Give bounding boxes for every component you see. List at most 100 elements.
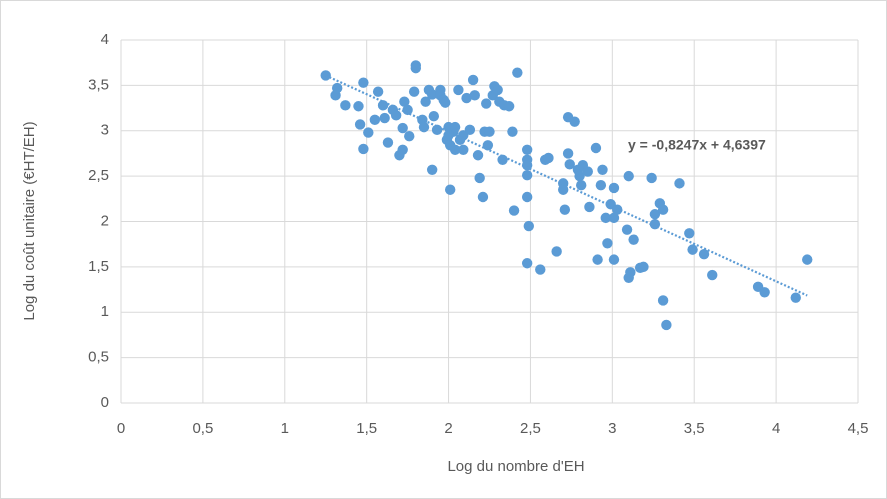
- trendline-label: y = -0,8247x + 4,6397: [628, 137, 766, 153]
- point: [484, 126, 495, 137]
- point: [379, 112, 390, 124]
- y-tick-label: 3,5: [88, 76, 109, 93]
- point: [608, 182, 620, 194]
- point: [340, 100, 351, 111]
- y-tick-label: 1,5: [88, 258, 109, 275]
- point: [428, 111, 440, 122]
- point: [657, 204, 669, 215]
- point: [551, 246, 562, 257]
- point: [521, 191, 533, 203]
- point: [431, 124, 443, 136]
- y-tick-label: 3: [101, 122, 109, 139]
- point: [449, 121, 461, 133]
- point: [625, 267, 636, 278]
- point: [443, 130, 454, 141]
- point: [461, 92, 472, 104]
- point: [628, 234, 639, 245]
- point: [535, 264, 546, 275]
- point: [354, 119, 366, 130]
- point: [453, 84, 464, 96]
- point: [521, 160, 533, 171]
- point: [661, 319, 672, 331]
- point: [397, 144, 408, 156]
- x-tick-label: 4: [772, 420, 780, 437]
- point: [559, 204, 571, 215]
- point: [497, 154, 508, 165]
- point: [759, 287, 770, 298]
- y-axis-label: Log du coût unitaire (€HT/EH): [21, 121, 38, 320]
- point: [562, 148, 574, 159]
- point: [508, 205, 520, 216]
- point: [646, 172, 657, 184]
- point: [464, 124, 476, 136]
- point: [482, 140, 494, 151]
- point: [590, 142, 602, 154]
- y-tick-label: 4: [101, 31, 109, 48]
- x-tick-label: 3: [608, 420, 616, 437]
- point: [802, 254, 813, 265]
- point: [399, 96, 410, 107]
- point: [397, 122, 408, 134]
- x-tick-label: 2: [444, 420, 452, 437]
- point: [467, 74, 479, 86]
- point: [390, 110, 402, 121]
- point: [698, 248, 710, 260]
- point: [621, 224, 633, 235]
- x-tick-label: 4,5: [848, 420, 869, 437]
- point: [543, 152, 554, 164]
- point: [410, 62, 421, 74]
- point: [481, 98, 492, 109]
- point: [320, 70, 331, 81]
- point: [576, 180, 587, 191]
- point: [408, 86, 420, 97]
- point: [512, 67, 523, 78]
- point: [684, 228, 695, 239]
- point: [503, 101, 515, 112]
- point: [358, 143, 369, 155]
- point: [592, 254, 603, 265]
- point: [426, 89, 438, 100]
- point: [472, 150, 484, 161]
- trendline: [325, 74, 808, 297]
- point: [469, 90, 480, 101]
- point: [435, 84, 446, 96]
- x-tick-label: 0,5: [192, 420, 213, 437]
- point: [600, 212, 611, 224]
- point: [521, 144, 533, 156]
- y-tick-label: 0: [101, 394, 109, 411]
- point: [426, 164, 438, 175]
- point: [458, 144, 469, 156]
- point: [707, 269, 718, 281]
- point: [444, 184, 456, 195]
- point: [382, 137, 394, 148]
- point: [674, 178, 685, 189]
- point: [523, 220, 535, 232]
- point: [353, 101, 364, 112]
- point: [623, 170, 634, 182]
- point: [657, 295, 669, 306]
- point: [608, 254, 620, 265]
- x-tick-label: 1,5: [356, 420, 377, 437]
- point: [507, 126, 518, 137]
- point: [597, 164, 608, 175]
- y-tick-label: 2,5: [88, 167, 109, 184]
- point: [521, 258, 533, 269]
- y-tick-label: 1: [101, 303, 109, 320]
- point: [492, 84, 503, 96]
- point: [477, 191, 489, 203]
- point: [595, 180, 607, 191]
- point: [418, 121, 430, 133]
- point: [363, 127, 374, 138]
- x-tick-label: 2,5: [520, 420, 541, 437]
- point: [569, 116, 580, 127]
- point: [377, 100, 389, 111]
- point: [521, 170, 533, 181]
- point: [564, 159, 575, 170]
- point: [790, 292, 801, 303]
- y-tick-label: 2: [101, 212, 109, 229]
- x-tick-label: 0: [117, 420, 125, 437]
- point: [440, 97, 451, 108]
